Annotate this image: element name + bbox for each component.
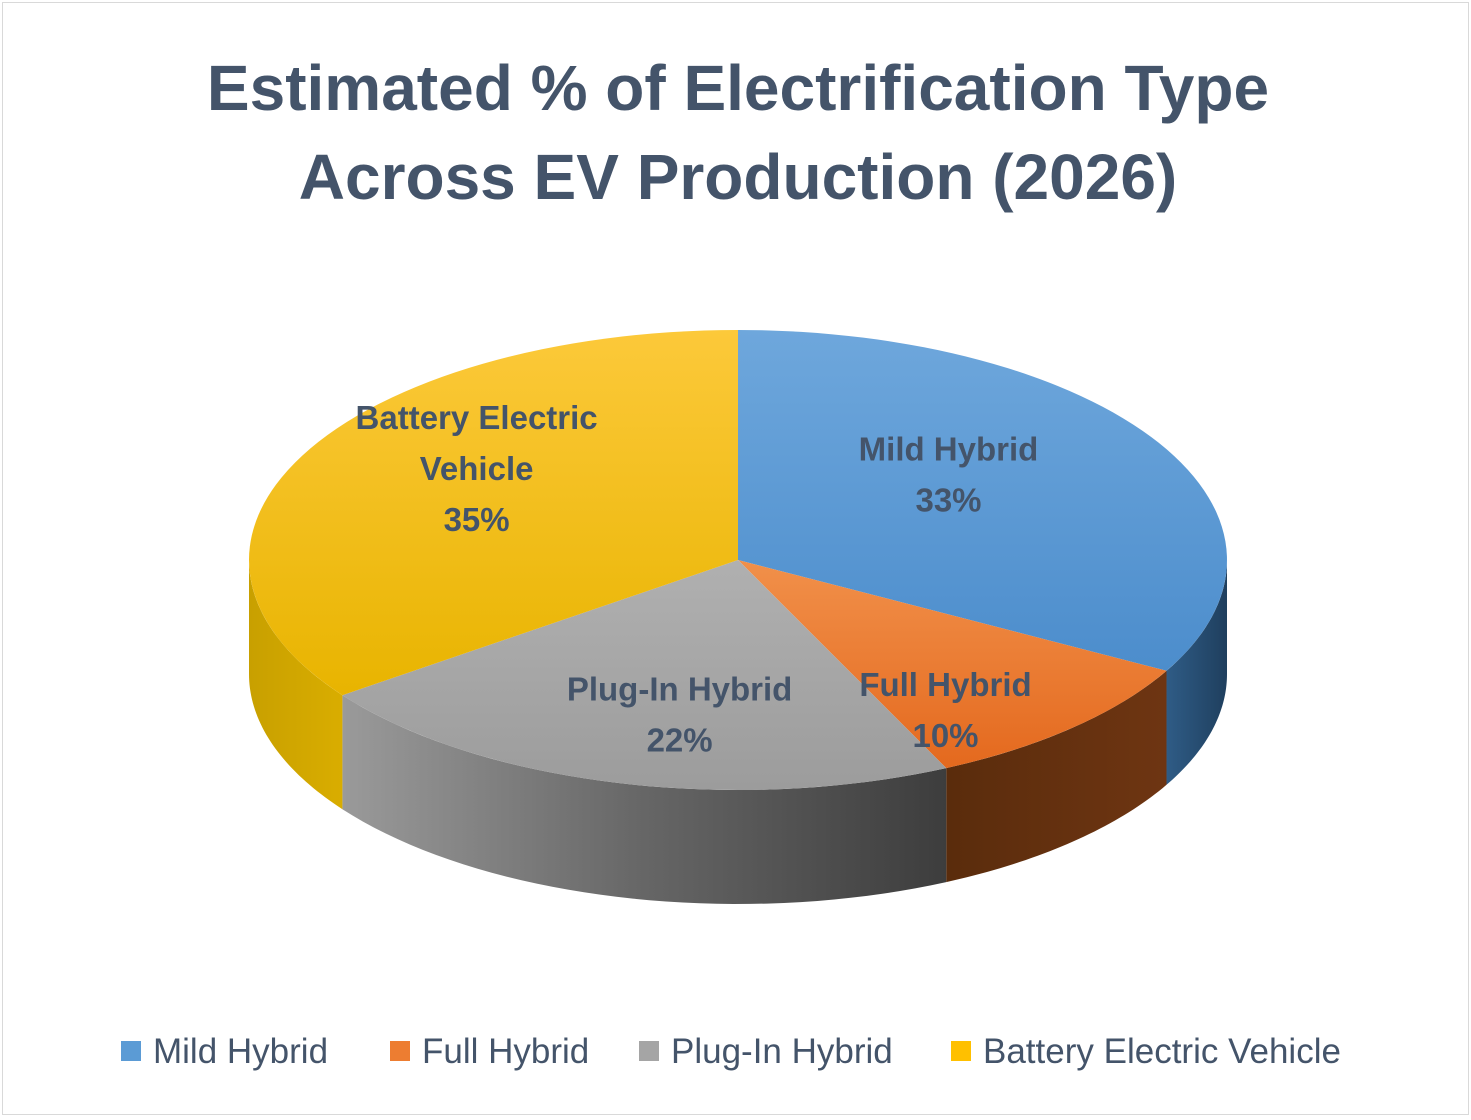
data-label-plug-in-hybrid-line-1: Plug-In Hybrid [567,671,793,708]
pie-sides [249,560,1227,904]
legend-swatch-plug-in-hybrid [639,1041,659,1061]
pie-slice-battery-electric-vehicle [249,330,738,696]
pie-side-mild-hybrid [1166,560,1227,785]
data-label-battery-electric-vehicle-line-2: Vehicle [420,450,534,487]
legend: Mild Hybrid Full Hybrid Plug-In Hybrid Batt… [121,1032,1341,1071]
data-label-battery-electric-vehicle-line-3: 35% [444,501,510,538]
chart-title-line-2: Across EV Production (2026) [299,141,1177,213]
pie-slice-plug-in-hybrid [342,560,947,791]
pie-labels: Mild Hybrid 33% Full Hybrid 10% Plug-In Hybr… [356,399,1039,758]
legend-item-mild-hybrid: Mild Hybrid [121,1032,328,1071]
pie-side-plug-in-hybrid [342,695,947,904]
pie-tops [249,330,1227,791]
legend-swatch-mild-hybrid [121,1041,141,1061]
legend-label-battery-electric-vehicle: Battery Electric Vehicle [983,1032,1341,1071]
data-label-battery-electric-vehicle-line-1: Battery Electric [356,399,598,436]
legend-label-mild-hybrid: Mild Hybrid [153,1032,328,1071]
legend-item-plug-in-hybrid: Plug-In Hybrid [639,1032,893,1071]
legend-item-full-hybrid: Full Hybrid [390,1032,589,1071]
legend-swatch-full-hybrid [390,1041,410,1061]
pie-chart: Estimated % of Electrification Type Acro… [121,52,1341,1071]
chart-title-line-1: Estimated % of Electrification Type [207,52,1269,124]
legend-label-plug-in-hybrid: Plug-In Hybrid [671,1032,893,1071]
pie-side-battery-electric-vehicle [249,560,343,810]
pie-side-full-hybrid [946,670,1167,883]
legend-item-battery-electric-vehicle: Battery Electric Vehicle [951,1032,1341,1071]
data-label-plug-in-hybrid-line-2: 22% [647,722,713,759]
data-label-mild-hybrid-line-1: Mild Hybrid [859,431,1039,468]
data-label-mild-hybrid-line-2: 33% [915,482,981,519]
data-label-full-hybrid-line-1: Full Hybrid [859,666,1031,703]
pie-slice-full-hybrid [738,560,1167,769]
legend-label-full-hybrid: Full Hybrid [422,1032,589,1071]
data-label-full-hybrid-line-2: 10% [912,717,978,754]
pie-slice-mild-hybrid [738,330,1227,671]
legend-swatch-battery-electric-vehicle [951,1041,971,1061]
